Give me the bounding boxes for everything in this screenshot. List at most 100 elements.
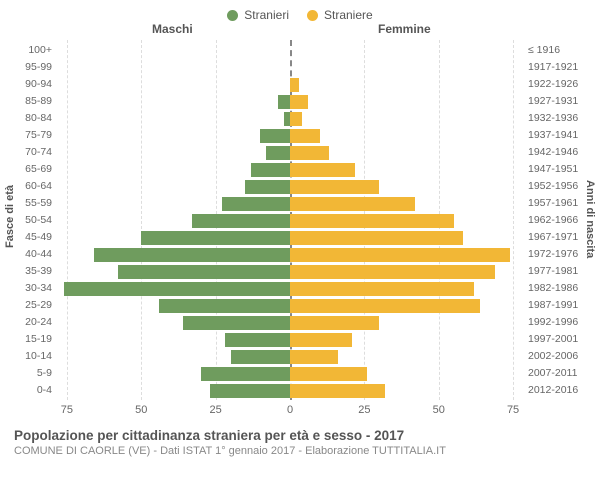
table-row: 55-59 1957-1961 bbox=[0, 195, 600, 212]
table-row: 10-142002-2006 bbox=[0, 348, 600, 365]
age-label: 60-64 bbox=[0, 180, 52, 192]
chart-footer: Popolazione per cittadinanza straniera p… bbox=[0, 422, 600, 457]
bar-male bbox=[183, 316, 290, 330]
legend: Stranieri Straniere bbox=[0, 0, 600, 22]
table-row: 95-99 1917-1921 bbox=[0, 59, 600, 76]
age-label: 95-99 bbox=[0, 61, 52, 73]
table-row: 5-92007-2011 bbox=[0, 365, 600, 382]
age-label: 20-24 bbox=[0, 316, 52, 328]
bar-female bbox=[290, 231, 463, 245]
birth-year-label: ≤ 1916 bbox=[528, 44, 560, 56]
birth-year-label: 1922-1926 bbox=[528, 78, 578, 90]
legend-swatch-male bbox=[227, 10, 238, 21]
birth-year-label: 1932-1936 bbox=[528, 112, 578, 124]
bar-female bbox=[290, 180, 379, 194]
bar-female bbox=[290, 367, 367, 381]
bar-male bbox=[231, 350, 290, 364]
legend-item-female: Straniere bbox=[307, 8, 373, 22]
table-row: 50-54 1962-1966 bbox=[0, 212, 600, 229]
bar-female bbox=[290, 299, 480, 313]
table-row: 45-491967-1971 bbox=[0, 229, 600, 246]
birth-year-label: 1952-1956 bbox=[528, 180, 578, 192]
age-label: 55-59 bbox=[0, 197, 52, 209]
bar-male bbox=[94, 248, 290, 262]
age-label: 80-84 bbox=[0, 112, 52, 124]
age-label: 90-94 bbox=[0, 78, 52, 90]
bar-female bbox=[290, 163, 355, 177]
legend-label-male: Stranieri bbox=[244, 8, 289, 22]
bar-male bbox=[192, 214, 290, 228]
birth-year-label: 1997-2001 bbox=[528, 333, 578, 345]
birth-year-label: 1992-1996 bbox=[528, 316, 578, 328]
population-pyramid-chart: Stranieri Straniere Maschi Femmine Fasce… bbox=[0, 0, 600, 500]
bar-female bbox=[290, 129, 320, 143]
legend-item-male: Stranieri bbox=[227, 8, 289, 22]
bar-male bbox=[141, 231, 290, 245]
table-row: 80-84 1932-1936 bbox=[0, 110, 600, 127]
birth-year-label: 1917-1921 bbox=[528, 61, 578, 73]
x-axis: 75 50 25 0 25 50 75 bbox=[0, 400, 600, 422]
age-label: 50-54 bbox=[0, 214, 52, 226]
bar-female bbox=[290, 95, 308, 109]
age-label: 10-14 bbox=[0, 350, 52, 362]
age-label: 100+ bbox=[0, 44, 52, 56]
age-label: 35-39 bbox=[0, 265, 52, 277]
bar-male bbox=[159, 299, 290, 313]
birth-year-label: 1962-1966 bbox=[528, 214, 578, 226]
bar-male bbox=[260, 129, 290, 143]
birth-year-label: 1937-1941 bbox=[528, 129, 578, 141]
x-tick: 50 bbox=[135, 404, 147, 416]
age-label: 30-34 bbox=[0, 282, 52, 294]
bar-female bbox=[290, 265, 495, 279]
bar-female bbox=[290, 112, 302, 126]
x-tick: 25 bbox=[210, 404, 222, 416]
age-label: 40-44 bbox=[0, 248, 52, 260]
bar-male bbox=[251, 163, 290, 177]
birth-year-label: 1982-1986 bbox=[528, 282, 578, 294]
bar-male bbox=[210, 384, 290, 398]
bar-male bbox=[222, 197, 290, 211]
table-row: 75-79 1937-1941 bbox=[0, 127, 600, 144]
x-tick: 75 bbox=[507, 404, 519, 416]
birth-year-label: 1947-1951 bbox=[528, 163, 578, 175]
birth-year-label: 1957-1961 bbox=[528, 197, 578, 209]
table-row: 15-191997-2001 bbox=[0, 331, 600, 348]
bar-female bbox=[290, 282, 474, 296]
table-row: 90-94 1922-1926 bbox=[0, 76, 600, 93]
bar-female bbox=[290, 197, 415, 211]
bar-female bbox=[290, 248, 510, 262]
birth-year-label: 1942-1946 bbox=[528, 146, 578, 158]
column-headers: Maschi Femmine bbox=[0, 22, 600, 40]
bar-male bbox=[118, 265, 291, 279]
age-label: 65-69 bbox=[0, 163, 52, 175]
x-tick: 75 bbox=[61, 404, 73, 416]
plot-area: Fasce di età Anni di nascita 100+≤ 19169… bbox=[0, 40, 600, 400]
birth-year-label: 2012-2016 bbox=[528, 384, 578, 396]
bar-male bbox=[225, 333, 290, 347]
birth-year-label: 1927-1931 bbox=[528, 95, 578, 107]
bar-female bbox=[290, 78, 299, 92]
x-tick: 25 bbox=[358, 404, 370, 416]
table-row: 70-741942-1946 bbox=[0, 144, 600, 161]
age-label: 0-4 bbox=[0, 384, 52, 396]
table-row: 100+ ≤ 1916 bbox=[0, 42, 600, 59]
header-female: Femmine bbox=[378, 22, 431, 36]
birth-year-label: 2007-2011 bbox=[528, 367, 577, 379]
bar-female bbox=[290, 333, 352, 347]
table-row: 65-69 1947-1951 bbox=[0, 161, 600, 178]
birth-year-label: 1967-1971 bbox=[528, 231, 578, 243]
bar-female bbox=[290, 384, 385, 398]
table-row: 0-4 2012-2016 bbox=[0, 382, 600, 399]
bar-male bbox=[64, 282, 290, 296]
birth-year-label: 1972-1976 bbox=[528, 248, 578, 260]
x-tick: 0 bbox=[287, 404, 293, 416]
age-label: 25-29 bbox=[0, 299, 52, 311]
age-label: 75-79 bbox=[0, 129, 52, 141]
x-tick: 50 bbox=[433, 404, 445, 416]
table-row: 30-34 1982-1986 bbox=[0, 280, 600, 297]
chart-title: Popolazione per cittadinanza straniera p… bbox=[14, 428, 586, 443]
chart-subtitle: COMUNE DI CAORLE (VE) - Dati ISTAT 1° ge… bbox=[14, 445, 586, 457]
bar-male bbox=[278, 95, 290, 109]
bar-male bbox=[201, 367, 290, 381]
table-row: 25-291987-1991 bbox=[0, 297, 600, 314]
